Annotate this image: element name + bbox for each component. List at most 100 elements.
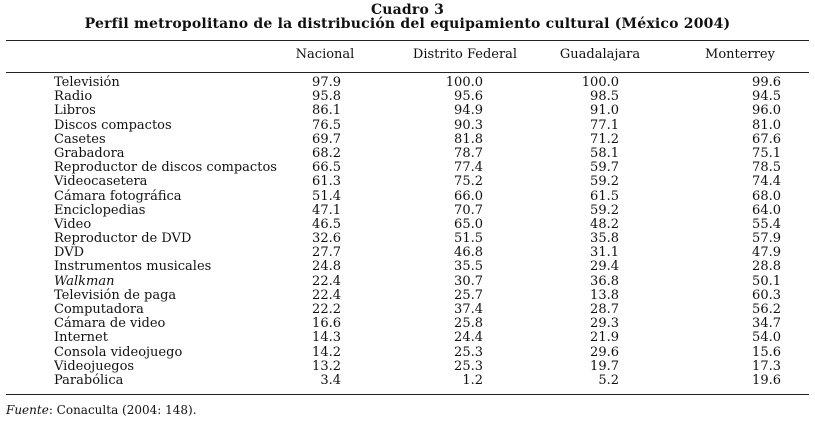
row-label: Video bbox=[54, 216, 92, 232]
table-row: Videojuegos 13.2 25.3 19.7 17.3 bbox=[0, 358, 815, 374]
cell-guadalajara: 21.9 bbox=[590, 330, 619, 346]
table-row: Reproductor de discos compactos 66.5 77.4 5… bbox=[0, 161, 815, 175]
cell-nacional: 66.5 bbox=[312, 160, 341, 176]
cell-monterrey: 81.0 bbox=[752, 117, 781, 133]
table-row: Enciclopedias 47.1 70.7 59.2 64.0 bbox=[0, 202, 815, 218]
cell-distrito-federal: 77.4 bbox=[454, 160, 483, 176]
cell-nacional: 46.5 bbox=[312, 216, 341, 232]
cell-distrito-federal: 65.0 bbox=[454, 216, 483, 232]
table-row: Consola videojuego 14.2 25.3 29.6 15.6 bbox=[0, 344, 815, 360]
row-label: Casetes bbox=[54, 131, 106, 147]
cell-nacional: 68.2 bbox=[312, 145, 341, 161]
table-row: Instrumentos musicales 24.8 35.5 29.4 28.8 bbox=[0, 260, 815, 274]
cell-guadalajara: 29.6 bbox=[590, 344, 619, 360]
column-header-nacional: Nacional bbox=[295, 47, 355, 62]
cell-monterrey: 64.0 bbox=[752, 202, 781, 218]
cell-guadalajara: 71.2 bbox=[590, 131, 619, 147]
cell-guadalajara: 35.8 bbox=[590, 231, 619, 247]
cell-guadalajara: 36.8 bbox=[590, 273, 619, 289]
row-label: Consola videojuego bbox=[54, 344, 183, 360]
source-label: Fuente bbox=[6, 403, 49, 417]
cell-monterrey: 78.5 bbox=[752, 160, 781, 176]
table-caption-title: Perfil metropolitano de la distribución … bbox=[84, 16, 731, 32]
row-label: Videocasetera bbox=[54, 174, 148, 190]
cell-nacional: 14.2 bbox=[312, 344, 341, 360]
cell-monterrey: 94.5 bbox=[752, 89, 781, 105]
cell-distrito-federal: 25.8 bbox=[454, 316, 483, 332]
cell-guadalajara: 31.1 bbox=[590, 245, 619, 261]
cell-monterrey: 28.8 bbox=[752, 259, 781, 275]
row-label: Parabólica bbox=[54, 372, 124, 388]
cell-nacional: 61.3 bbox=[312, 174, 341, 190]
cell-distrito-federal: 95.6 bbox=[454, 89, 483, 105]
row-label: Computadora bbox=[54, 302, 144, 317]
cell-distrito-federal: 30.7 bbox=[454, 273, 483, 289]
cell-monterrey: 55.4 bbox=[752, 216, 781, 232]
cell-nacional: 69.7 bbox=[312, 131, 341, 147]
column-header-monterrey: Monterrey bbox=[705, 47, 775, 62]
table-caption-number: Cuadro 3 bbox=[370, 2, 445, 18]
row-label: Videojuegos bbox=[54, 358, 135, 374]
cell-nacional: 16.6 bbox=[312, 316, 341, 332]
row-label: Cámara fotográfica bbox=[54, 188, 182, 204]
table-row: Grabadora 68.2 78.7 58.1 75.1 bbox=[0, 145, 815, 161]
cell-distrito-federal: 25.3 bbox=[454, 344, 483, 360]
cell-distrito-federal: 94.9 bbox=[454, 103, 483, 119]
cell-guadalajara: 59.7 bbox=[590, 160, 619, 176]
cell-nacional: 22.4 bbox=[312, 273, 341, 289]
cell-distrito-federal: 66.0 bbox=[454, 188, 483, 204]
table-top-rule bbox=[6, 40, 809, 41]
cell-distrito-federal: 25.3 bbox=[454, 358, 483, 374]
row-label: Cámara de video bbox=[54, 316, 166, 332]
cell-nacional: 76.5 bbox=[312, 117, 341, 133]
cell-nacional: 14.3 bbox=[312, 330, 341, 346]
table-row: Internet 14.3 24.4 21.9 54.0 bbox=[0, 331, 815, 345]
cell-guadalajara: 59.2 bbox=[590, 202, 619, 218]
row-label: Discos compactos bbox=[54, 117, 172, 133]
table-row: Computadora 22.2 37.4 28.7 56.2 bbox=[0, 303, 815, 317]
row-label: Enciclopedias bbox=[54, 202, 146, 218]
row-label: Instrumentos musicales bbox=[54, 259, 212, 275]
column-header-guadalajara: Guadalajara bbox=[559, 47, 641, 62]
cell-guadalajara: 77.1 bbox=[590, 117, 619, 133]
cell-monterrey: 15.6 bbox=[752, 344, 781, 360]
cell-guadalajara: 5.2 bbox=[598, 372, 619, 388]
cell-guadalajara: 28.7 bbox=[590, 302, 619, 317]
row-label: Internet bbox=[54, 330, 108, 346]
table-row: Televisión 97.9 100.0 100.0 99.6 bbox=[0, 76, 815, 90]
cell-guadalajara: 98.5 bbox=[590, 89, 619, 105]
cell-monterrey: 60.3 bbox=[752, 287, 781, 303]
table-row: Televisión de paga 22.4 25.7 13.8 60.3 bbox=[0, 287, 815, 303]
cell-nacional: 86.1 bbox=[312, 103, 341, 119]
cell-distrito-federal: 1.2 bbox=[462, 372, 483, 388]
cell-nacional: 22.4 bbox=[312, 287, 341, 303]
cell-nacional: 47.1 bbox=[312, 202, 341, 218]
row-label: Televisión bbox=[54, 75, 120, 90]
cell-monterrey: 74.4 bbox=[752, 174, 781, 190]
row-label: Grabadora bbox=[54, 145, 125, 161]
row-label: Televisión de paga bbox=[54, 287, 177, 303]
cell-nacional: 24.8 bbox=[312, 259, 341, 275]
cell-distrito-federal: 25.7 bbox=[454, 287, 483, 303]
row-label: Reproductor de discos compactos bbox=[54, 160, 277, 176]
table-row: Videocasetera 61.3 75.2 59.2 74.4 bbox=[0, 175, 815, 189]
cell-distrito-federal: 81.8 bbox=[454, 131, 483, 147]
table-bottom-rule bbox=[6, 394, 809, 395]
table-body: Televisión 97.9 100.0 100.0 99.6 Radio 95.8 95.… bbox=[0, 76, 815, 388]
cell-nacional: 27.7 bbox=[312, 245, 341, 261]
cell-nacional: 51.4 bbox=[312, 188, 341, 204]
table-row: Libros 86.1 94.9 91.0 96.0 bbox=[0, 104, 815, 118]
cell-distrito-federal: 35.5 bbox=[454, 259, 483, 275]
cell-monterrey: 54.0 bbox=[752, 330, 781, 346]
cell-monterrey: 75.1 bbox=[752, 145, 781, 161]
cell-monterrey: 19.6 bbox=[752, 372, 781, 388]
row-label: Libros bbox=[54, 103, 96, 119]
cell-guadalajara: 100.0 bbox=[581, 75, 619, 90]
cell-monterrey: 34.7 bbox=[752, 316, 781, 332]
cell-distrito-federal: 75.2 bbox=[454, 174, 483, 190]
cell-monterrey: 50.1 bbox=[752, 273, 781, 289]
source-text: : Conaculta (2004: 148). bbox=[48, 403, 197, 417]
table-row: Radio 95.8 95.6 98.5 94.5 bbox=[0, 90, 815, 104]
column-header-distrito-federal: Distrito Federal bbox=[412, 47, 518, 62]
table-row: Parabólica 3.4 1.2 5.2 19.6 bbox=[0, 372, 815, 388]
